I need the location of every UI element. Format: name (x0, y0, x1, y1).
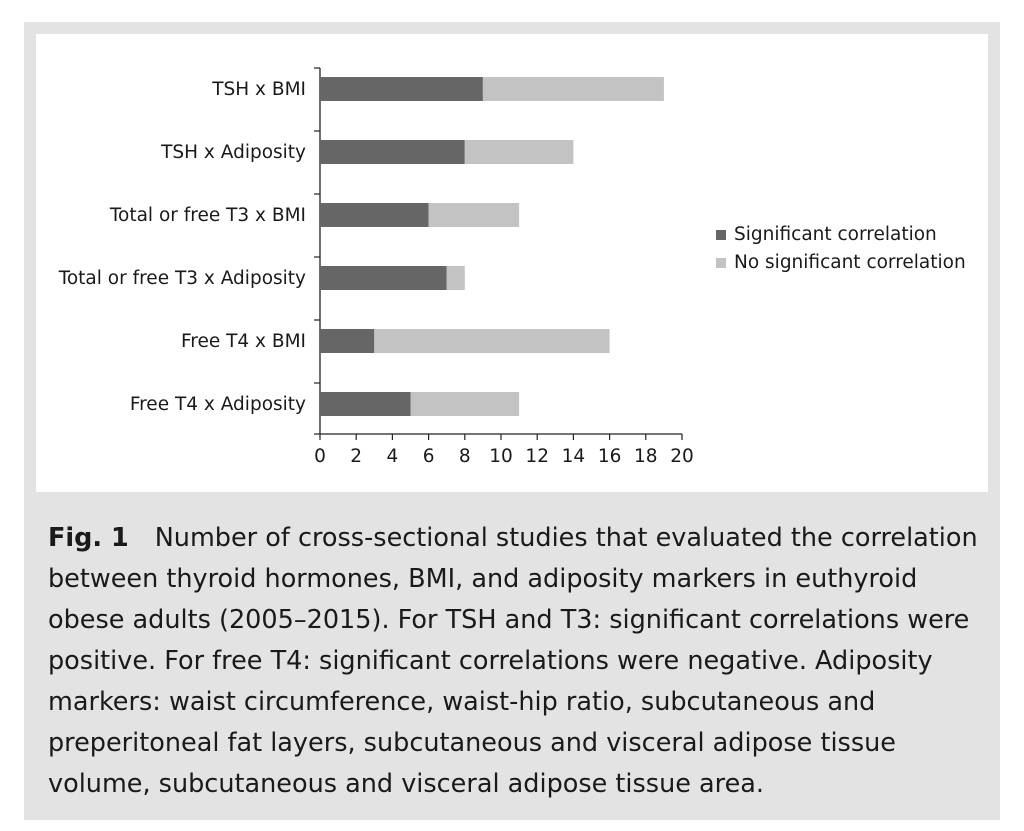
x-tick-label: 8 (459, 446, 471, 467)
bar-no-significant (446, 266, 465, 290)
bar-significant (320, 140, 465, 164)
x-tick-label: 12 (525, 446, 549, 467)
bar-significant (320, 392, 411, 416)
x-tick-label: 18 (634, 446, 658, 467)
legend-swatch (716, 230, 726, 240)
stacked-bar-chart: 0 2 4 6 8 10 12 14 16 18 20 TSH x BMI TSH x Adiposit… (58, 67, 966, 467)
x-tick-label: 4 (387, 446, 399, 467)
category-label: Total or free T3 x Adiposity (58, 268, 306, 289)
bar-significant (320, 203, 429, 227)
category-label: Total or free T3 x BMI (109, 205, 306, 226)
caption-text: Number of cross-sectional studies that e… (48, 523, 978, 799)
bar-no-significant (410, 392, 520, 416)
category-label: TSH x BMI (211, 79, 306, 100)
bar-significant (320, 77, 483, 101)
x-tick-label: 6 (423, 446, 435, 467)
bar-no-significant (428, 203, 520, 227)
bar-significant (320, 329, 375, 353)
bar-significant (320, 266, 447, 290)
x-tick-label: 20 (670, 446, 694, 467)
bar-no-significant (482, 77, 664, 101)
bar-no-significant (464, 140, 574, 164)
x-tick-label: 14 (562, 446, 586, 467)
category-label: TSH x Adiposity (160, 142, 306, 163)
category-label: Free T4 x BMI (181, 331, 306, 352)
category-label: Free T4 x Adiposity (130, 394, 306, 415)
legend-label: Significant correlation (734, 224, 937, 245)
x-tick-label: 2 (350, 446, 362, 467)
legend-label: No significant correlation (734, 252, 966, 273)
x-tick-label: 16 (598, 446, 622, 467)
legend-swatch (716, 258, 726, 268)
x-tick-label: 0 (314, 446, 326, 467)
bar-no-significant (374, 329, 610, 353)
figure-caption: Fig. 1 Number of cross-sectional studies … (48, 518, 984, 805)
x-tick-label: 10 (489, 446, 513, 467)
figure: 0 2 4 6 8 10 12 14 16 18 20 TSH x BMI TSH x Adiposit… (24, 22, 1000, 820)
figure-label: Fig. 1 (48, 523, 129, 553)
chart-panel: 0 2 4 6 8 10 12 14 16 18 20 TSH x BMI TSH x Adiposit… (36, 34, 988, 492)
